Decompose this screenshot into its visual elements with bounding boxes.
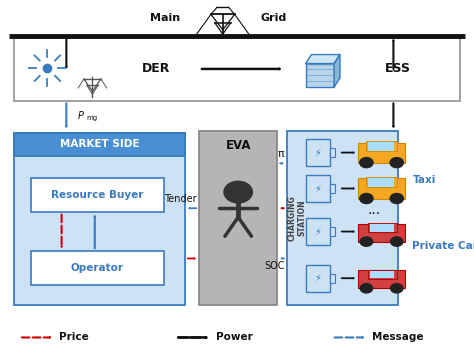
Text: SOC: SOC: [264, 261, 284, 271]
Bar: [358, 143, 405, 163]
Text: DER: DER: [142, 62, 171, 75]
Bar: [358, 270, 405, 288]
Text: Message: Message: [372, 332, 424, 342]
Bar: [370, 224, 394, 232]
Text: Tender: Tender: [164, 194, 197, 204]
Bar: [368, 270, 397, 279]
Text: Power: Power: [216, 332, 253, 342]
Bar: [14, 133, 185, 156]
Polygon shape: [306, 55, 340, 64]
Circle shape: [390, 158, 403, 168]
Bar: [306, 265, 330, 292]
Circle shape: [360, 237, 373, 246]
Bar: [358, 178, 405, 199]
Circle shape: [360, 284, 373, 293]
Text: MARKET SIDE: MARKET SIDE: [60, 139, 139, 149]
Circle shape: [224, 181, 252, 203]
Bar: [368, 223, 397, 232]
Bar: [370, 271, 394, 278]
Circle shape: [391, 237, 403, 246]
Text: ⚡: ⚡: [315, 273, 321, 283]
Bar: [14, 133, 185, 305]
Text: mg: mg: [87, 115, 98, 121]
Bar: [306, 218, 330, 245]
Text: Main: Main: [150, 13, 180, 23]
Text: Price: Price: [59, 332, 89, 342]
Text: EVA: EVA: [226, 139, 251, 152]
Bar: [306, 175, 330, 202]
Circle shape: [391, 284, 403, 293]
Bar: [368, 178, 394, 187]
Text: ⚡: ⚡: [315, 227, 321, 237]
Text: ...: ...: [368, 203, 381, 217]
Bar: [14, 38, 460, 101]
Bar: [330, 227, 335, 236]
Text: Resource Buyer: Resource Buyer: [51, 190, 143, 200]
Text: ⚡: ⚡: [315, 183, 321, 194]
Polygon shape: [334, 55, 340, 87]
Text: Taxi: Taxi: [412, 175, 436, 185]
Circle shape: [360, 158, 373, 168]
Text: CHARGING
STATION: CHARGING STATION: [288, 195, 307, 241]
Bar: [368, 142, 394, 151]
Text: ESS: ESS: [385, 62, 411, 75]
Bar: [366, 141, 397, 151]
Bar: [31, 251, 164, 285]
Bar: [330, 274, 335, 283]
Text: Grid: Grid: [261, 13, 287, 23]
Bar: [330, 148, 335, 157]
Bar: [306, 139, 330, 166]
Bar: [306, 64, 334, 87]
Circle shape: [360, 194, 373, 204]
Circle shape: [390, 194, 403, 204]
Text: π: π: [278, 149, 284, 159]
Bar: [287, 131, 398, 305]
Text: Operator: Operator: [71, 264, 124, 273]
Bar: [358, 224, 405, 242]
Bar: [366, 177, 397, 187]
Text: ⚡: ⚡: [315, 148, 321, 158]
Bar: [31, 178, 164, 212]
Bar: [330, 184, 335, 193]
Text: P: P: [78, 111, 84, 121]
Text: Private Car: Private Car: [412, 241, 474, 251]
Bar: [199, 131, 277, 305]
